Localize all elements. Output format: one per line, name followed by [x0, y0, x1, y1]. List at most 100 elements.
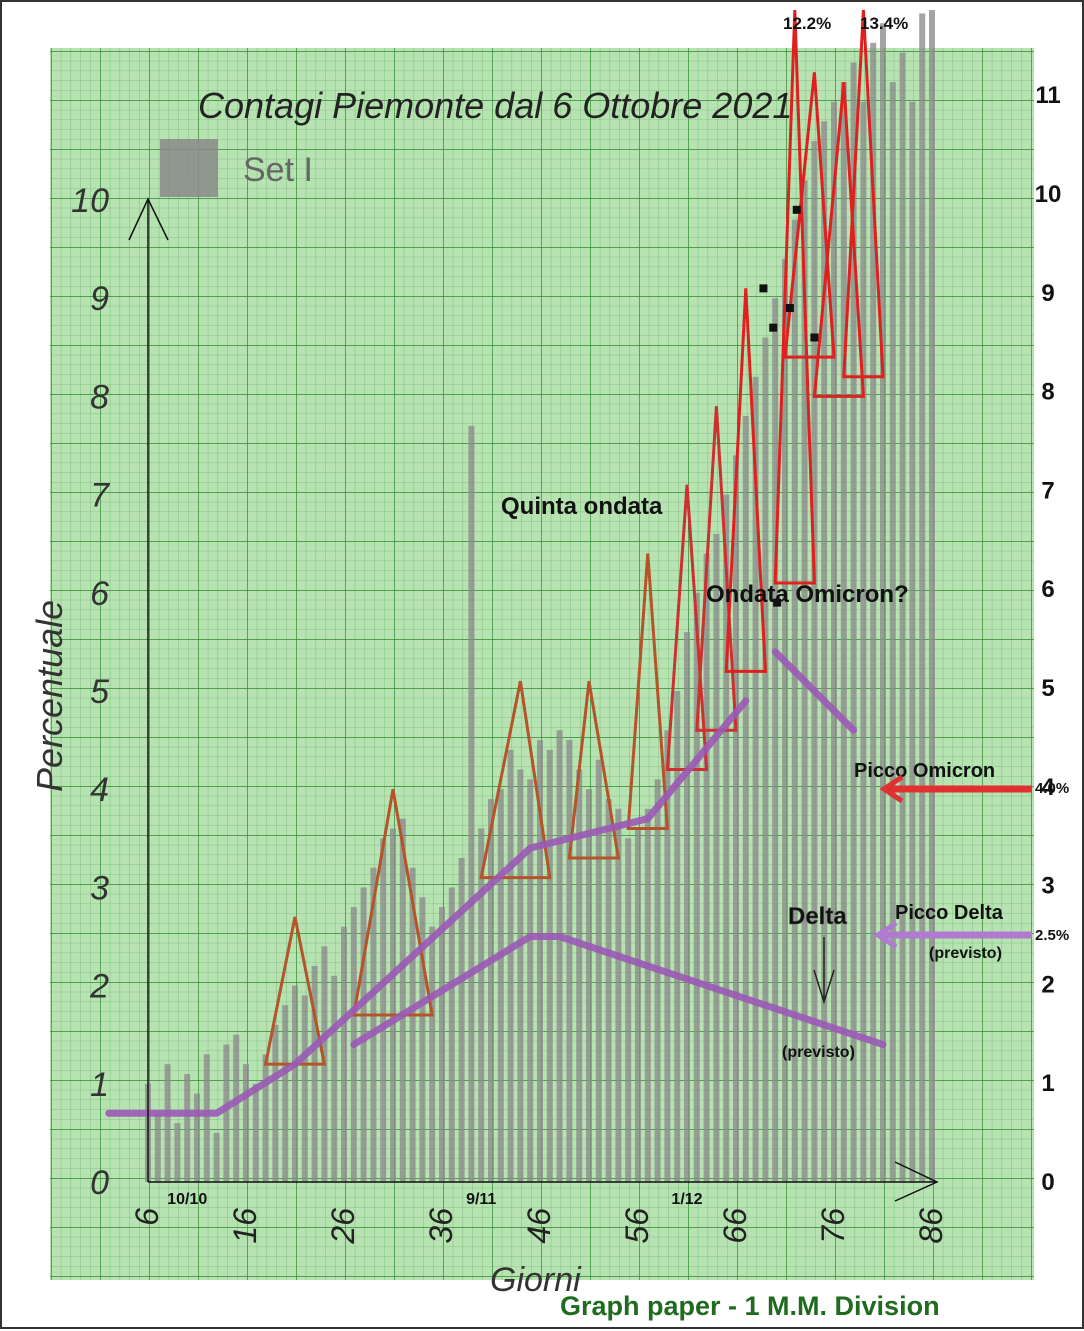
annotation-picco-delta-previsto: (previsto): [929, 945, 1002, 962]
bar: [723, 494, 730, 1183]
bar: [380, 838, 387, 1182]
bar: [478, 828, 485, 1182]
peak-triangle: [773, 9, 816, 585]
y-tick-label-right: 10: [1035, 181, 1062, 208]
peak-triangle: [783, 72, 836, 359]
y-tick-label-left: 5: [90, 673, 109, 711]
peak-triangle: [724, 288, 767, 673]
bar: [370, 867, 377, 1182]
bar: [889, 82, 896, 1182]
bar: [537, 740, 543, 1182]
bar: [860, 101, 867, 1182]
x-tick-label: 46: [521, 1208, 557, 1244]
bar: [390, 828, 396, 1182]
peak-triangle: [695, 406, 738, 732]
bar: [840, 82, 847, 1182]
x-tick-label: 6: [129, 1208, 165, 1226]
marker: [773, 598, 782, 607]
bar: [644, 808, 651, 1182]
bar: [654, 779, 661, 1182]
bar: [899, 52, 906, 1183]
bar: [546, 749, 553, 1182]
date-labels: 10/10 9/11 1/12: [167, 1191, 702, 1208]
bar: [821, 121, 828, 1183]
bar: [429, 926, 436, 1182]
bar: [586, 789, 592, 1182]
y-tick-label-right: 4: [1041, 774, 1055, 801]
y-tick-label-left: 9: [90, 280, 109, 318]
y-tick-label-right: 11: [1035, 82, 1060, 109]
x-axis-title: Giorni: [490, 1261, 582, 1299]
markers-layer: [759, 205, 819, 607]
annotation-peak-134: 13.4%: [860, 14, 908, 33]
annotation-omicron-pct: 4.0%: [1035, 780, 1069, 797]
bar: [664, 730, 671, 1182]
bar: [439, 907, 445, 1182]
bar: [301, 995, 308, 1182]
y-tick-label-left: 7: [90, 477, 110, 515]
bar: [556, 730, 563, 1182]
bars-layer: [145, 10, 935, 1183]
bar: [203, 1054, 210, 1182]
y-tick-label-left: 0: [90, 1164, 109, 1202]
bar: [625, 838, 632, 1182]
left-tick-labels: 0 1 2 3 4 5 6 7 8 9 10: [71, 182, 110, 1202]
y-tick-label-right: 8: [1041, 379, 1054, 406]
legend-label: Set I: [243, 151, 313, 189]
bar: [517, 769, 524, 1182]
y-tick-label-left: 3: [90, 869, 109, 907]
marker: [785, 304, 794, 313]
bar: [693, 592, 700, 1182]
legend-swatch: [160, 139, 218, 197]
bar: [194, 1093, 200, 1182]
bar: [262, 1054, 269, 1182]
annotation-ondata-omicron: Ondata Omicron?: [706, 581, 909, 608]
y-axis: [128, 197, 169, 1182]
bar: [497, 789, 504, 1182]
bar: [341, 926, 347, 1182]
bar: [282, 1005, 289, 1182]
y-tick-label-right: 9: [1041, 280, 1054, 307]
y-tick-label-left: 2: [89, 968, 109, 1006]
bar: [742, 416, 749, 1182]
annotation-delta-pct: 2.5%: [1035, 927, 1069, 944]
marker: [759, 284, 768, 293]
bar: [703, 553, 710, 1182]
x-axis: [148, 1161, 939, 1202]
bar: [252, 1083, 259, 1182]
y-axis-title: Percentuale: [29, 600, 70, 792]
bar: [409, 867, 416, 1182]
y-tick-label-left: 4: [90, 771, 109, 809]
bar: [527, 779, 534, 1182]
marker: [810, 333, 819, 342]
bar: [772, 298, 779, 1182]
bar: [733, 455, 739, 1182]
peak-triangle: [842, 9, 885, 379]
overlay-lines-layer: [105, 648, 887, 1117]
picco-delta-arrow: [873, 920, 1032, 950]
x-tick-label: 66: [717, 1208, 753, 1244]
bar: [615, 808, 622, 1182]
x-tick-labels: 6 16 26 36 46 56 66 76 86: [129, 1208, 949, 1245]
bar: [791, 219, 798, 1182]
bar: [184, 1073, 191, 1182]
bar: [811, 141, 818, 1183]
annotation-quinta: Quinta ondata: [501, 493, 663, 520]
bar: [154, 1113, 161, 1182]
bar: [174, 1123, 181, 1182]
bar: [566, 740, 573, 1182]
bar: [488, 799, 494, 1182]
peak-triangle: [352, 788, 434, 1017]
x-tick-label: 26: [325, 1208, 361, 1245]
x-tick-label: 16: [227, 1208, 263, 1244]
bar: [458, 857, 465, 1182]
bar: [929, 10, 935, 1182]
date-label: 1/12: [671, 1191, 702, 1208]
bar: [233, 1034, 240, 1182]
y-tick-label-left: 10: [71, 182, 109, 220]
annotation-picco-omicron: Picco Omicron: [854, 760, 995, 782]
bar: [605, 799, 612, 1182]
peak-triangle: [626, 553, 670, 830]
bar: [595, 759, 602, 1182]
